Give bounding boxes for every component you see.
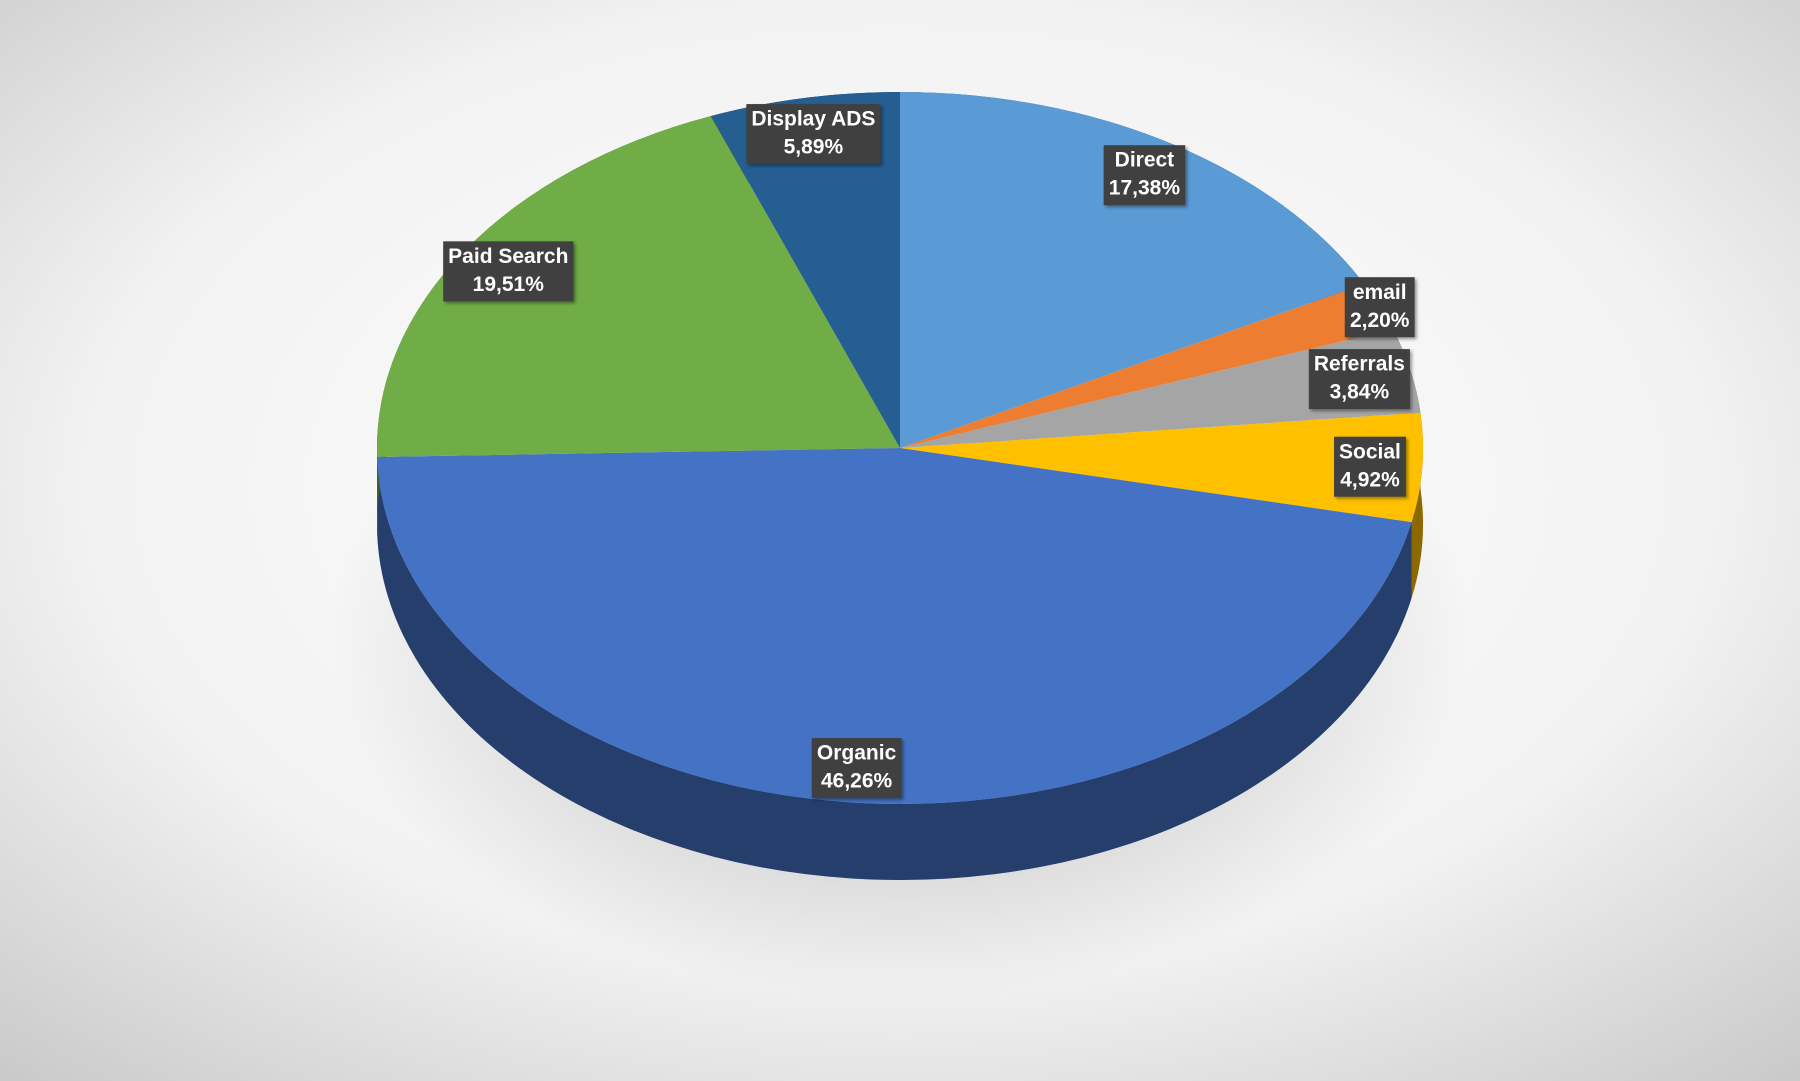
slice	[377, 448, 1412, 804]
slice	[900, 283, 1393, 448]
slice-side-shade	[1411, 412, 1423, 599]
slice-side-shade	[377, 456, 1412, 880]
slice	[900, 412, 1423, 523]
label-value: 4,92%	[1340, 468, 1400, 491]
data-label: Organic 46,26%	[811, 738, 902, 799]
slice	[900, 92, 1365, 448]
data-label: email 2,20%	[1344, 277, 1415, 338]
label-value: 19,51%	[473, 273, 545, 296]
data-label: Direct 17,38%	[1103, 145, 1186, 206]
label-box	[746, 104, 881, 165]
label-name: Social	[1339, 440, 1401, 463]
slice	[710, 92, 900, 448]
label-box	[1308, 349, 1410, 410]
label-name: Paid Search	[448, 245, 568, 268]
slice	[900, 329, 1421, 448]
label-box	[811, 738, 902, 799]
label-box	[1103, 145, 1186, 206]
data-label: Referrals 3,84%	[1308, 349, 1410, 410]
label-box	[443, 241, 574, 302]
data-label: Paid Search 19,51%	[443, 241, 574, 302]
data-label: Social 4,92%	[1334, 436, 1406, 497]
label-value: 46,26%	[821, 770, 893, 793]
label-name: Referrals	[1314, 353, 1405, 376]
slice	[377, 116, 900, 457]
label-value: 3,84%	[1330, 381, 1390, 404]
data-label: Display ADS 5,89%	[746, 104, 881, 165]
label-value: 2,20%	[1350, 309, 1410, 332]
label-box	[1344, 277, 1415, 338]
label-name: Organic	[817, 742, 897, 765]
slice-side-face	[1411, 412, 1423, 599]
label-value: 17,38%	[1109, 177, 1181, 200]
data-labels: Direct 17,38% email 2,20% Referrals 3,84% Soci…	[443, 104, 1415, 799]
label-name: Direct	[1115, 149, 1175, 172]
slice-side	[377, 456, 1412, 880]
slice-side-face	[377, 456, 1412, 880]
label-box	[1334, 436, 1406, 497]
label-name: Display ADS	[751, 108, 875, 131]
label-value: 5,89%	[784, 136, 844, 159]
label-name: email	[1353, 281, 1407, 304]
pie-tops	[377, 92, 1423, 804]
slice-side	[1411, 412, 1423, 599]
